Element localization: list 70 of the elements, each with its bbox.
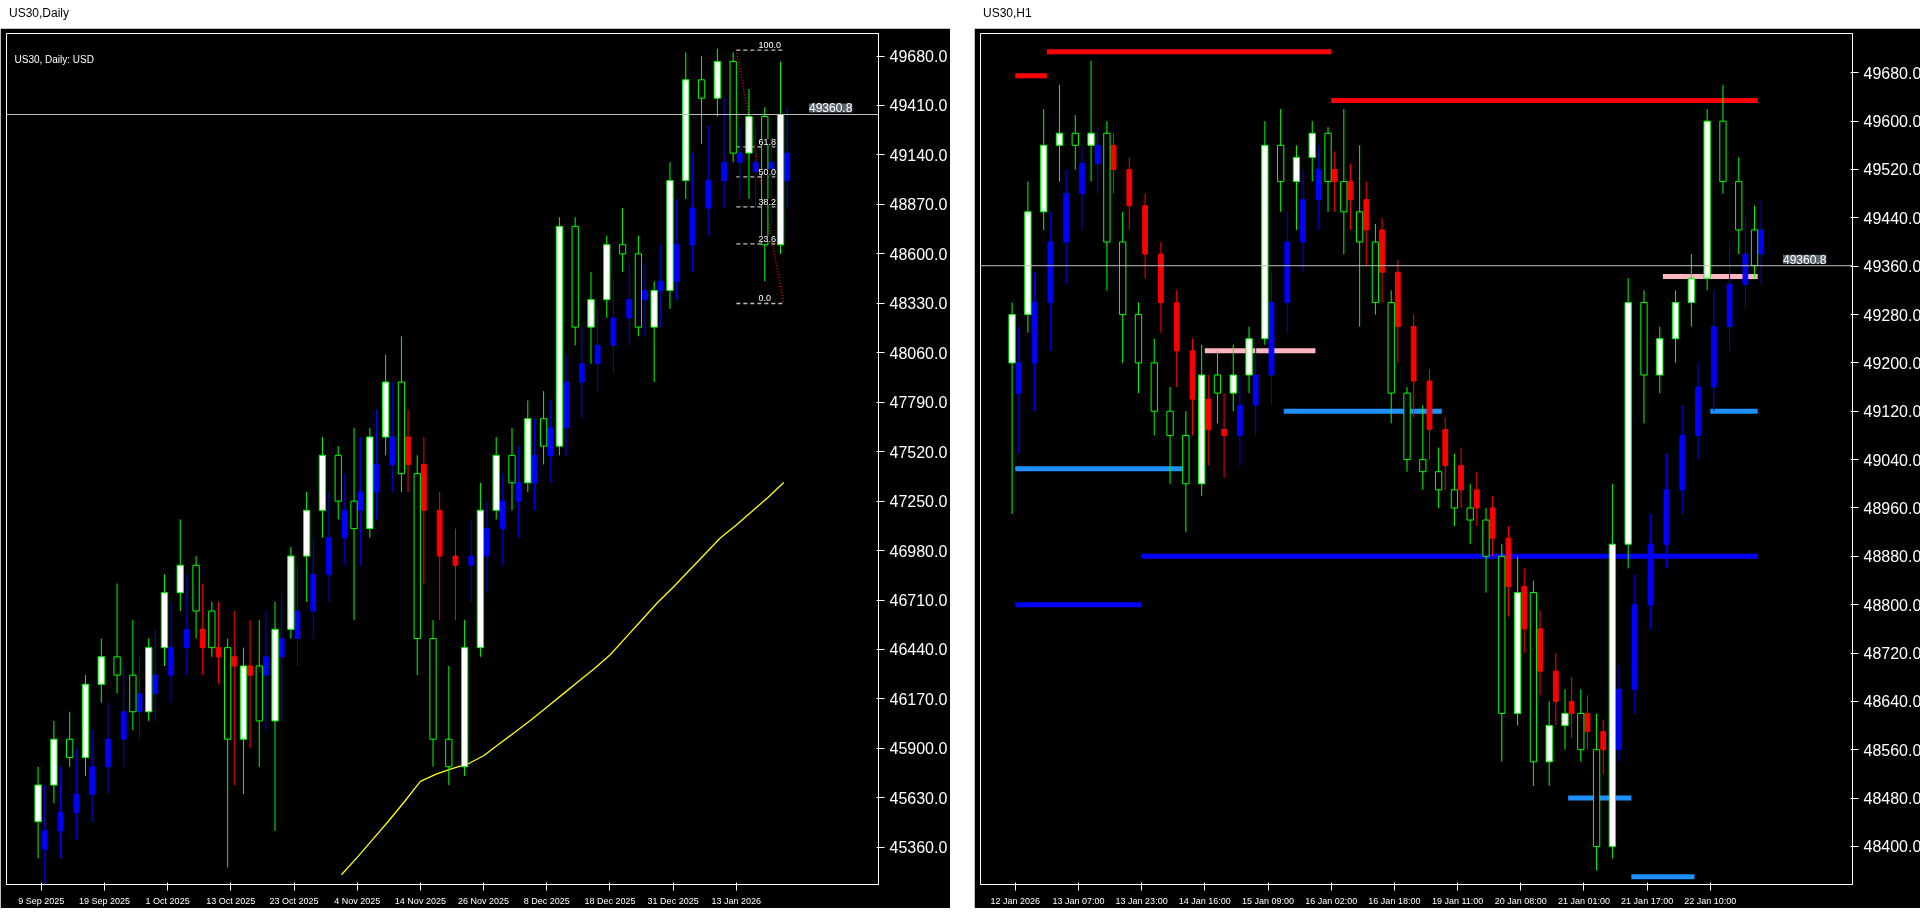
y-tick-label: 49200.0 — [1863, 354, 1920, 372]
y-tick-label: 49040.0 — [1863, 451, 1920, 469]
y-tick-label: 46980.0 — [889, 542, 948, 560]
y-tick-label: 47250.0 — [889, 493, 948, 511]
y-tick-label: 48720.0 — [1863, 645, 1920, 663]
x-tick-label: 23 Oct 2025 — [269, 895, 319, 906]
y-tick-label: 45360.0 — [889, 839, 948, 857]
y-tick-label: 47790.0 — [889, 394, 948, 412]
x-tick-label: 1 Oct 2025 — [145, 895, 190, 906]
y-tick-label: 49680.0 — [1863, 64, 1920, 82]
annotation: 50.0 — [758, 166, 776, 177]
y-tick-label: 48870.0 — [889, 196, 948, 214]
line-series — [340, 481, 785, 876]
y-tick-label: 48640.0 — [1863, 693, 1920, 711]
y-tick-label: 49440.0 — [1863, 209, 1920, 227]
x-tick-label: 13 Oct 2025 — [206, 895, 256, 906]
y-tick-label: 49120.0 — [1863, 403, 1920, 421]
y-tick-label: 48480.0 — [1863, 790, 1920, 808]
x-tick-label: 20 Jan 08:00 — [1494, 895, 1547, 906]
x-tick-label: 26 Nov 2025 — [458, 895, 510, 906]
annotation: 100.0 — [758, 40, 781, 51]
y-tick-label: 48400.0 — [1863, 838, 1920, 856]
annotation: 38.2 — [758, 196, 776, 207]
annotation: 23.6 — [758, 233, 776, 244]
y-tick-label: 48800.0 — [1863, 596, 1920, 614]
x-tick-label: 21 Jan 01:00 — [1557, 895, 1610, 906]
x-tick-label: 21 Jan 17:00 — [1621, 895, 1674, 906]
y-tick-label: 48060.0 — [889, 344, 948, 362]
x-tick-label: 8 Dec 2025 — [523, 895, 570, 906]
x-tick-label: 19 Sep 2025 — [78, 895, 130, 906]
chart-title: US30,Daily — [9, 5, 70, 22]
ref-line-label: 49360.8 — [1782, 252, 1827, 267]
y-tick-label: 49410.0 — [889, 97, 948, 115]
y-tick-label: 47520.0 — [889, 443, 948, 461]
x-tick-label: 13 Jan 2026 — [711, 895, 762, 906]
x-tick-label: 12 Jan 2026 — [990, 895, 1041, 906]
x-tick-label: 19 Jan 11:00 — [1431, 895, 1484, 906]
x-tick-label: 14 Jan 16:00 — [1178, 895, 1231, 906]
y-tick-label: 49280.0 — [1863, 306, 1920, 324]
x-tick-label: 13 Jan 07:00 — [1052, 895, 1105, 906]
text: US30, Daily: USD — [14, 53, 94, 65]
annotation: 0.0 — [758, 293, 771, 304]
x-tick-label: 16 Jan 18:00 — [1368, 895, 1421, 906]
y-tick-label: 45900.0 — [889, 740, 948, 758]
x-tick-label: 4 Nov 2025 — [334, 895, 381, 906]
x-tick-label: 9 Sep 2025 — [18, 895, 65, 906]
y-tick-label: 49600.0 — [1863, 113, 1920, 131]
y-tick-label: 46440.0 — [889, 641, 948, 659]
y-tick-label: 49360.0 — [1863, 258, 1920, 276]
x-tick-label: 13 Jan 23:00 — [1115, 895, 1168, 906]
x-tick-label: 15 Jan 09:00 — [1241, 895, 1295, 906]
y-tick-label: 46170.0 — [889, 690, 948, 708]
ref-line-label: 49360.8 — [808, 101, 853, 116]
x-tick-label: 16 Jan 02:00 — [1305, 895, 1358, 906]
x-tick-label: 22 Jan 10:00 — [1684, 895, 1737, 906]
y-tick-label: 48600.0 — [889, 245, 948, 263]
x-tick-label: 31 Dec 2025 — [647, 895, 699, 906]
chart-title: US30,H1 — [983, 5, 1032, 22]
y-tick-label: 46710.0 — [889, 592, 948, 610]
y-tick-label: 48960.0 — [1863, 499, 1920, 517]
y-tick-label: 49140.0 — [889, 146, 948, 164]
y-tick-label: 48560.0 — [1863, 741, 1920, 759]
y-tick-label: 45630.0 — [889, 789, 948, 807]
annotation: 61.8 — [758, 136, 776, 147]
y-tick-label: 49520.0 — [1863, 161, 1920, 179]
y-tick-label: 48880.0 — [1863, 548, 1920, 566]
x-tick-label: 18 Dec 2025 — [584, 895, 636, 906]
y-tick-label: 48330.0 — [889, 295, 948, 313]
x-tick-label: 14 Nov 2025 — [394, 895, 446, 906]
y-tick-label: 49680.0 — [889, 48, 948, 66]
